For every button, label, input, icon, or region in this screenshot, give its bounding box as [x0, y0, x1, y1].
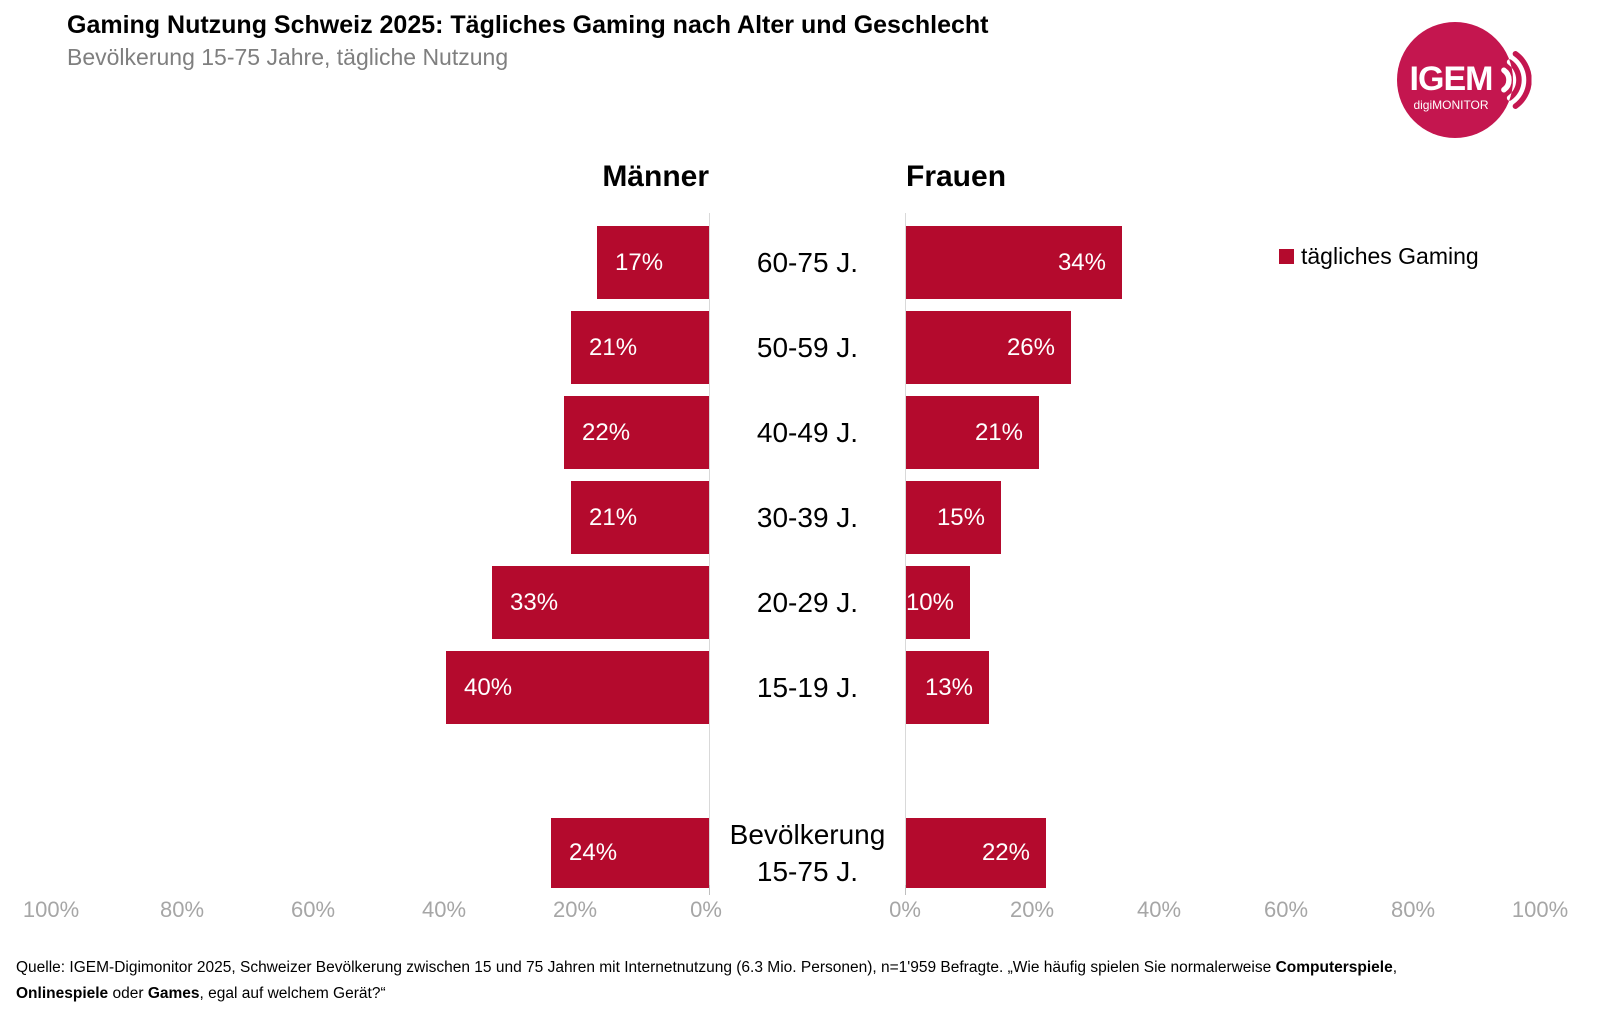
- chart-row: 40% 15-19 J. 13%: [0, 651, 1600, 724]
- logo-waves-outer-icon: [1501, 51, 1532, 109]
- x-axis-tick-right: 100%: [1511, 897, 1569, 922]
- page-title: Gaming Nutzung Schweiz 2025: Tägliches G…: [67, 11, 989, 39]
- zero-gridline-right: [905, 213, 906, 895]
- chart-row: 33% 20-29 J. 10%: [0, 566, 1600, 639]
- age-label: 50-59 J.: [756, 332, 859, 363]
- logo-wordmark: IGEM: [1410, 60, 1493, 98]
- x-axis-tick-right: 0%: [889, 897, 921, 922]
- chart-row: 17% 60-75 J. 34%: [0, 226, 1600, 299]
- chart-row-total: 24% Bevölkerung 15-75 J. 22%: [0, 818, 1600, 888]
- bar-value-label: 26%: [1006, 333, 1055, 361]
- column-header-maenner: Männer: [602, 160, 709, 193]
- x-axis-tick-left: 80%: [159, 897, 205, 922]
- age-label: 30-39 J.: [756, 502, 859, 533]
- bar-female-40-49: 21%: [906, 396, 1039, 469]
- bar-male-60-75: 17%: [597, 226, 709, 299]
- chart-row: 21% 50-59 J. 26%: [0, 311, 1600, 384]
- bar-value-label: 22%: [981, 839, 1030, 866]
- bar-value-label: 21%: [974, 418, 1023, 446]
- bar-female-50-59: 26%: [906, 311, 1071, 384]
- x-axis-tick-right: 40%: [1136, 897, 1182, 922]
- axis-tick-mark-right: [905, 885, 906, 895]
- bar-value-label: 17%: [615, 248, 664, 276]
- source-note-line2: Onlinespiele oder Games, egal auf welche…: [16, 985, 386, 1002]
- bar-value-label: 40%: [464, 673, 513, 701]
- x-axis-tick-left: 20%: [552, 897, 598, 922]
- age-label: 60-75 J.: [756, 247, 859, 278]
- bar-male-30-39: 21%: [571, 481, 709, 554]
- column-header-frauen: Frauen: [906, 160, 1007, 193]
- x-axis-tick-left: 0%: [690, 897, 722, 922]
- source-note-line1: Quelle: IGEM-Digimonitor 2025, Schweizer…: [16, 959, 1398, 976]
- bar-female-20-29: 10%: [906, 566, 970, 639]
- page-subtitle: Bevölkerung 15-75 Jahre, tägliche Nutzun…: [67, 44, 509, 70]
- bar-female-60-75: 34%: [906, 226, 1122, 299]
- legend: tägliches Gaming: [1279, 243, 1479, 270]
- bar-value-label: 15%: [936, 503, 985, 531]
- x-axis-tick-left: 60%: [290, 897, 336, 922]
- bar-female-30-39: 15%: [906, 481, 1001, 554]
- bar-male-50-59: 21%: [571, 311, 709, 384]
- age-label: 40-49 J.: [756, 417, 859, 448]
- legend-swatch-icon: [1279, 249, 1294, 264]
- x-axis-tick-right: 80%: [1390, 897, 1436, 922]
- x-axis-tick-right: 20%: [1009, 897, 1055, 922]
- age-label: 20-29 J.: [756, 587, 859, 618]
- bar-value-label: 10%: [905, 588, 954, 616]
- x-axis-tick-left: 40%: [421, 897, 467, 922]
- bar-value-label: 34%: [1057, 248, 1106, 276]
- source-note: Quelle: IGEM-Digimonitor 2025, Schweizer…: [16, 955, 1586, 1007]
- bar-male-15-19: 40%: [446, 651, 709, 724]
- bar-value-label: 21%: [589, 333, 638, 361]
- bar-value-label: 24%: [569, 839, 618, 866]
- legend-label: tägliches Gaming: [1301, 243, 1479, 269]
- bar-male-20-29: 33%: [492, 566, 709, 639]
- bar-value-label: 13%: [924, 673, 973, 701]
- x-axis-tick-left: 100%: [22, 897, 80, 922]
- chart-row: 22% 40-49 J. 21%: [0, 396, 1600, 469]
- age-label-total: Bevölkerung 15-75 J.: [729, 819, 886, 887]
- axis-tick-mark-left: [709, 885, 710, 895]
- bar-male-40-49: 22%: [564, 396, 709, 469]
- logo-subtext: digiMONITOR: [1413, 98, 1488, 112]
- bar-value-label: 22%: [582, 418, 631, 446]
- bar-male-total: 24%: [551, 818, 709, 888]
- bar-value-label: 21%: [589, 503, 638, 531]
- age-label: 15-19 J.: [756, 672, 859, 703]
- bar-female-15-19: 13%: [906, 651, 989, 724]
- igem-digimonitor-logo: IGEM digiMONITOR: [1397, 22, 1532, 138]
- bar-value-label: 33%: [510, 588, 559, 616]
- chart-row: 21% 30-39 J. 15%: [0, 481, 1600, 554]
- zero-gridline-left: [709, 213, 710, 895]
- logo-circle: [1397, 22, 1513, 138]
- bar-female-total: 22%: [906, 818, 1046, 888]
- x-axis-tick-right: 60%: [1263, 897, 1309, 922]
